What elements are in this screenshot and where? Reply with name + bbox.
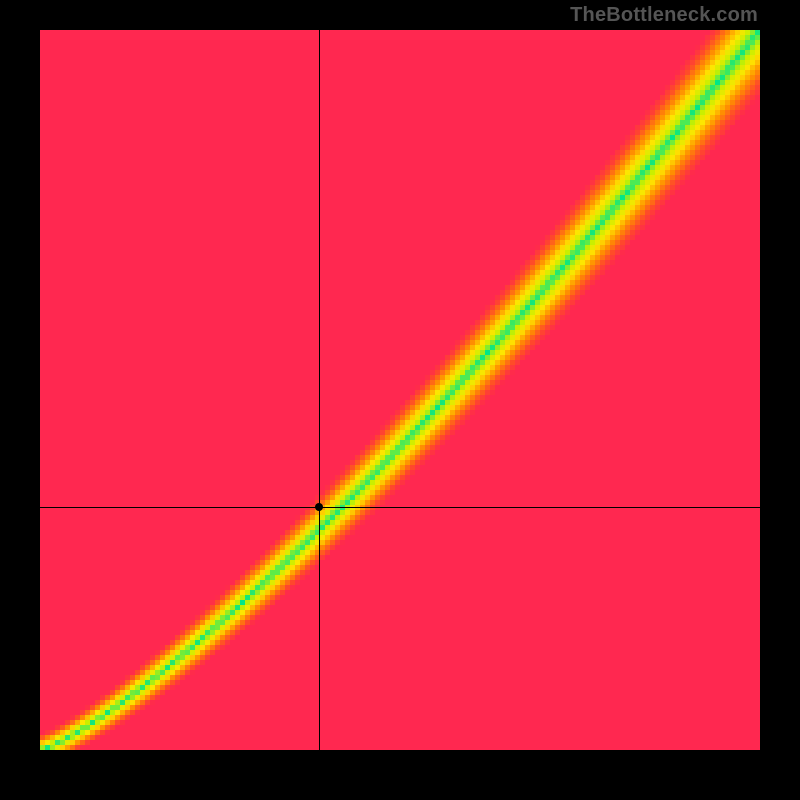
watermark-text: TheBottleneck.com — [570, 4, 758, 27]
plot-area — [40, 30, 760, 750]
crosshair-vertical — [319, 30, 320, 750]
heatmap-canvas — [40, 30, 760, 750]
crosshair-marker — [315, 503, 323, 511]
crosshair-horizontal — [40, 507, 760, 508]
